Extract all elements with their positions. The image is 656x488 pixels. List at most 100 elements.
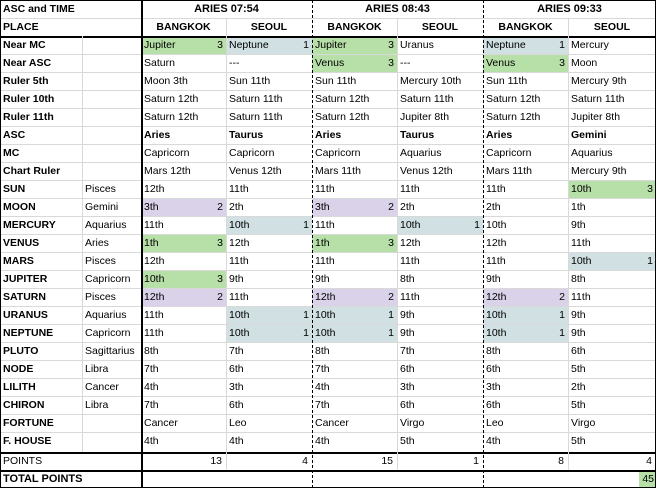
table-cell[interactable]: 7th <box>226 342 312 360</box>
table-cell[interactable]: 11th <box>141 306 226 324</box>
table-cell[interactable]: Capricorn <box>141 144 226 162</box>
place-header[interactable]: BANGKOK <box>156 21 211 33</box>
table-cell[interactable]: 5th <box>397 432 483 450</box>
table-cell[interactable]: Virgo <box>568 414 656 432</box>
table-cell[interactable]: 12th <box>226 234 312 252</box>
table-cell[interactable]: 11th <box>397 288 483 306</box>
place-label[interactable]: PLACE <box>3 21 39 33</box>
table-cell[interactable]: 4th <box>312 378 397 396</box>
table-cell[interactable]: 7th <box>312 396 397 414</box>
table-cell[interactable]: 1th 3 <box>312 234 397 252</box>
table-cell[interactable]: 8th <box>397 270 483 288</box>
table-cell[interactable]: 9th <box>483 270 568 288</box>
table-cell[interactable]: 3th 2 <box>141 198 226 216</box>
table-cell[interactable]: Sun 11th <box>312 72 397 90</box>
row-label[interactable]: CHIRON <box>3 399 45 411</box>
row-label[interactable]: NEPTUNE <box>3 327 54 339</box>
table-cell[interactable]: 12th 2 <box>141 288 226 306</box>
table-cell[interactable]: 11th <box>397 180 483 198</box>
table-cell[interactable]: Saturn 12th <box>312 108 397 126</box>
table-cell[interactable]: Virgo <box>397 414 483 432</box>
row-sign[interactable] <box>82 54 141 72</box>
row-sign[interactable] <box>82 36 141 54</box>
total-label[interactable]: TOTAL POINTS <box>3 473 83 485</box>
table-cell[interactable]: 8th <box>483 342 568 360</box>
table-cell[interactable]: 4th <box>141 432 226 450</box>
row-sign[interactable] <box>82 72 141 90</box>
row-label[interactable]: Near ASC <box>3 57 52 69</box>
table-cell[interactable]: Sun 11th <box>226 72 312 90</box>
table-cell[interactable]: 11th <box>226 180 312 198</box>
table-cell[interactable]: Saturn 12th <box>483 90 568 108</box>
row-sign[interactable]: Cancer <box>85 381 119 393</box>
row-label[interactable]: VENUS <box>3 237 40 249</box>
table-cell[interactable]: 9th <box>397 306 483 324</box>
row-label[interactable]: JUPITER <box>3 273 48 285</box>
table-cell[interactable]: --- <box>226 54 312 72</box>
row-label[interactable]: Chart Ruler <box>3 165 61 177</box>
table-cell[interactable]: 12th <box>141 180 226 198</box>
row-label[interactable]: MOON <box>3 201 36 213</box>
table-cell[interactable]: 9th <box>568 306 656 324</box>
table-cell[interactable]: 2th <box>568 378 656 396</box>
table-cell[interactable]: Venus 3 <box>312 54 397 72</box>
table-cell[interactable]: Aries <box>483 126 568 144</box>
table-cell[interactable]: 4th <box>226 432 312 450</box>
table-cell[interactable]: 12th 2 <box>312 288 397 306</box>
row-label[interactable]: Ruler 10th <box>3 93 55 105</box>
table-cell[interactable]: 6th <box>568 342 656 360</box>
table-cell[interactable]: 6th <box>483 396 568 414</box>
table-cell[interactable]: Mars 11th <box>483 162 568 180</box>
row-sign[interactable]: Aquarius <box>85 309 127 321</box>
table-cell[interactable]: Aries <box>312 126 397 144</box>
table-cell[interactable]: 11th <box>483 180 568 198</box>
row-label[interactable]: LILITH <box>3 381 36 393</box>
table-cell[interactable]: 9th <box>568 324 656 342</box>
table-cell[interactable]: Capricorn <box>483 144 568 162</box>
table-cell[interactable]: 10th 1 <box>568 252 656 270</box>
table-cell[interactable]: Taurus <box>397 126 483 144</box>
row-label[interactable]: PLUTO <box>3 345 39 357</box>
total-value[interactable]: 45 <box>639 470 656 488</box>
table-cell[interactable]: 12th 2 <box>483 288 568 306</box>
place-header[interactable]: SEOUL <box>421 21 459 33</box>
table-cell[interactable]: 9th <box>312 270 397 288</box>
table-cell[interactable]: Aquarius <box>397 144 483 162</box>
table-cell[interactable]: Mercury 9th <box>568 162 656 180</box>
points-value[interactable]: 1 <box>473 455 479 467</box>
table-cell[interactable]: Mars 11th <box>312 162 397 180</box>
table-cell[interactable]: Saturn 11th <box>226 108 312 126</box>
table-cell[interactable]: Leo <box>483 414 568 432</box>
corner-label[interactable]: ASC and TIME <box>3 3 75 15</box>
table-cell[interactable]: Saturn 11th <box>397 90 483 108</box>
table-cell[interactable]: 12th <box>483 234 568 252</box>
table-cell[interactable]: Moon 3th <box>141 72 226 90</box>
table-cell[interactable]: --- <box>397 54 483 72</box>
row-sign[interactable]: Sagittarius <box>85 345 135 357</box>
table-cell[interactable]: 2th <box>483 198 568 216</box>
row-label[interactable]: F. HOUSE <box>3 435 52 447</box>
table-cell[interactable]: Neptune 1 <box>483 36 568 54</box>
row-sign[interactable] <box>82 414 141 432</box>
table-cell[interactable]: 2th <box>397 198 483 216</box>
table-cell[interactable]: 6th <box>226 396 312 414</box>
table-cell[interactable]: 11th <box>226 252 312 270</box>
table-cell[interactable]: 6th <box>397 360 483 378</box>
table-cell[interactable]: 10th 1 <box>483 324 568 342</box>
table-cell[interactable]: Saturn 12th <box>483 108 568 126</box>
table-cell[interactable]: Jupiter 3 <box>312 36 397 54</box>
table-cell[interactable]: 11th <box>568 288 656 306</box>
table-cell[interactable]: 7th <box>141 396 226 414</box>
table-cell[interactable]: Venus 12th <box>397 162 483 180</box>
table-cell[interactable]: 7th <box>312 360 397 378</box>
table-cell[interactable]: Cancer <box>312 414 397 432</box>
table-cell[interactable]: 7th <box>397 342 483 360</box>
table-cell[interactable]: Mars 12th <box>141 162 226 180</box>
table-cell[interactable]: Aquarius <box>568 144 656 162</box>
points-value[interactable]: 4 <box>302 455 308 467</box>
table-cell[interactable]: 3th <box>226 378 312 396</box>
row-sign[interactable]: Capricorn <box>85 273 131 285</box>
table-cell[interactable]: 10th 3 <box>568 180 656 198</box>
table-cell[interactable]: 2th <box>226 198 312 216</box>
table-cell[interactable]: Saturn 11th <box>568 90 656 108</box>
